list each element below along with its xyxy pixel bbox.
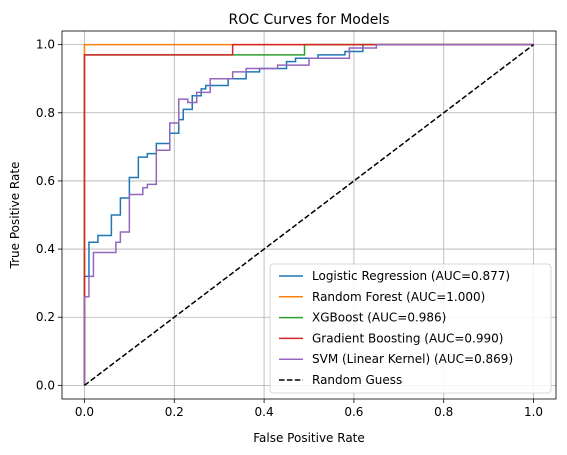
y-axis-ticks: 0.0 0.2 0.4 0.6 0.8 1.0: [36, 38, 62, 392]
series-line-5: [83, 44, 535, 386]
x-tick-label: 1.0: [524, 405, 543, 419]
y-tick-label: 0.6: [36, 174, 55, 188]
x-axis-label: False Positive Rate: [253, 431, 365, 445]
y-tick-label: 0.8: [36, 106, 55, 120]
legend: Logistic Regression (AUC=0.877) Random Fo…: [269, 263, 552, 394]
x-tick-label: 0.0: [75, 405, 94, 419]
series-line-4: [83, 43, 534, 386]
y-tick-label: 0.4: [36, 242, 55, 256]
chart-title: ROC Curves for Models: [228, 12, 389, 28]
y-axis-label: True Positive Rate: [8, 162, 22, 270]
legend-label: Logistic Regression (AUC=0.877): [312, 269, 510, 283]
x-tick-label: 0.6: [344, 405, 363, 419]
series-line-0: [83, 43, 534, 386]
plot-area: [83, 43, 535, 386]
x-tick-label: 0.8: [434, 405, 453, 419]
x-tick-label: 0.4: [255, 405, 274, 419]
legend-label: SVM (Linear Kernel) (AUC=0.869): [312, 352, 513, 366]
x-axis-ticks: 0.0 0.2 0.4 0.6 0.8 1.0: [75, 399, 543, 419]
plot-frame: [61, 30, 557, 400]
legend-label: Gradient Boosting (AUC=0.990): [312, 331, 503, 345]
legend-label: Random Guess: [312, 373, 402, 387]
x-tick-label: 0.2: [165, 405, 184, 419]
legend-label: XGBoost (AUC=0.986): [312, 311, 446, 325]
y-tick-label: 0.0: [36, 378, 55, 392]
legend-label: Random Forest (AUC=1.000): [312, 290, 485, 304]
y-tick-label: 1.0: [36, 38, 55, 52]
y-tick-label: 0.2: [36, 310, 55, 324]
legend-box: [269, 263, 552, 394]
